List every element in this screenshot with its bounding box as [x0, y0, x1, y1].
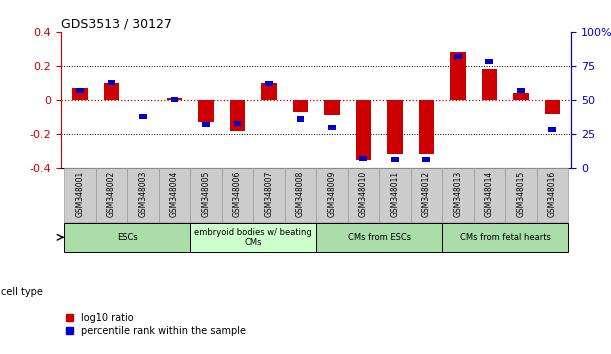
Text: GSM348010: GSM348010 [359, 171, 368, 217]
Bar [190, 168, 222, 222]
Bar [316, 168, 348, 222]
Text: embryoid bodies w/ beating
CMs: embryoid bodies w/ beating CMs [194, 228, 312, 247]
Text: GSM348016: GSM348016 [548, 171, 557, 217]
Bar [76, 88, 84, 93]
Bar [442, 168, 474, 222]
Text: GSM348001: GSM348001 [76, 171, 84, 217]
Text: GSM348005: GSM348005 [202, 171, 210, 217]
Bar [474, 168, 505, 222]
Bar [505, 168, 536, 222]
Bar [486, 59, 493, 64]
Bar [391, 157, 399, 162]
Bar [379, 168, 411, 222]
Bar [167, 98, 182, 100]
Text: GSM348015: GSM348015 [516, 171, 525, 217]
Bar [549, 127, 557, 132]
Bar [198, 100, 214, 122]
Text: CMs from fetal hearts: CMs from fetal hearts [459, 233, 551, 242]
Bar [454, 54, 462, 59]
Bar [170, 97, 178, 103]
Bar [324, 100, 340, 115]
Bar [419, 100, 434, 154]
Text: GSM348014: GSM348014 [485, 171, 494, 217]
Bar [536, 168, 568, 222]
Legend: log10 ratio, percentile rank within the sample: log10 ratio, percentile rank within the … [66, 313, 246, 336]
Text: GDS3513 / 30127: GDS3513 / 30127 [61, 18, 172, 31]
Text: ESCs: ESCs [117, 233, 137, 242]
Bar [387, 100, 403, 154]
Bar [108, 80, 115, 85]
Bar [450, 52, 466, 100]
Bar [202, 122, 210, 127]
Text: cell type: cell type [1, 287, 43, 297]
Bar [127, 168, 159, 222]
Bar [104, 83, 119, 100]
Text: GSM348009: GSM348009 [327, 171, 337, 217]
Bar [72, 88, 88, 100]
Bar [296, 116, 304, 121]
Bar [64, 223, 190, 252]
Bar [513, 93, 529, 100]
Text: CMs from ESCs: CMs from ESCs [348, 233, 411, 242]
Bar [517, 88, 525, 93]
Bar [481, 69, 497, 100]
Bar [285, 168, 316, 222]
Bar [159, 168, 190, 222]
Text: GSM348004: GSM348004 [170, 171, 179, 217]
Bar [190, 223, 316, 252]
Bar [316, 223, 442, 252]
Bar [230, 100, 246, 131]
Text: GSM348007: GSM348007 [265, 171, 274, 217]
Bar [293, 100, 309, 112]
Bar [253, 168, 285, 222]
Bar [328, 125, 336, 130]
Bar [422, 157, 430, 162]
Text: GSM348012: GSM348012 [422, 171, 431, 217]
Text: GSM348006: GSM348006 [233, 171, 242, 217]
Bar [233, 120, 241, 126]
Bar [442, 223, 568, 252]
Text: GSM348013: GSM348013 [453, 171, 463, 217]
Bar [544, 100, 560, 114]
Bar [356, 100, 371, 160]
Bar [265, 81, 273, 86]
Text: GSM348003: GSM348003 [139, 171, 147, 217]
Bar [222, 168, 253, 222]
Bar [348, 168, 379, 222]
Bar [411, 168, 442, 222]
Text: GSM348011: GSM348011 [390, 171, 400, 217]
Bar [64, 168, 96, 222]
Bar [261, 83, 277, 100]
Text: GSM348008: GSM348008 [296, 171, 305, 217]
Text: GSM348002: GSM348002 [107, 171, 116, 217]
Bar [96, 168, 127, 222]
Bar [359, 156, 367, 161]
Bar [139, 114, 147, 119]
